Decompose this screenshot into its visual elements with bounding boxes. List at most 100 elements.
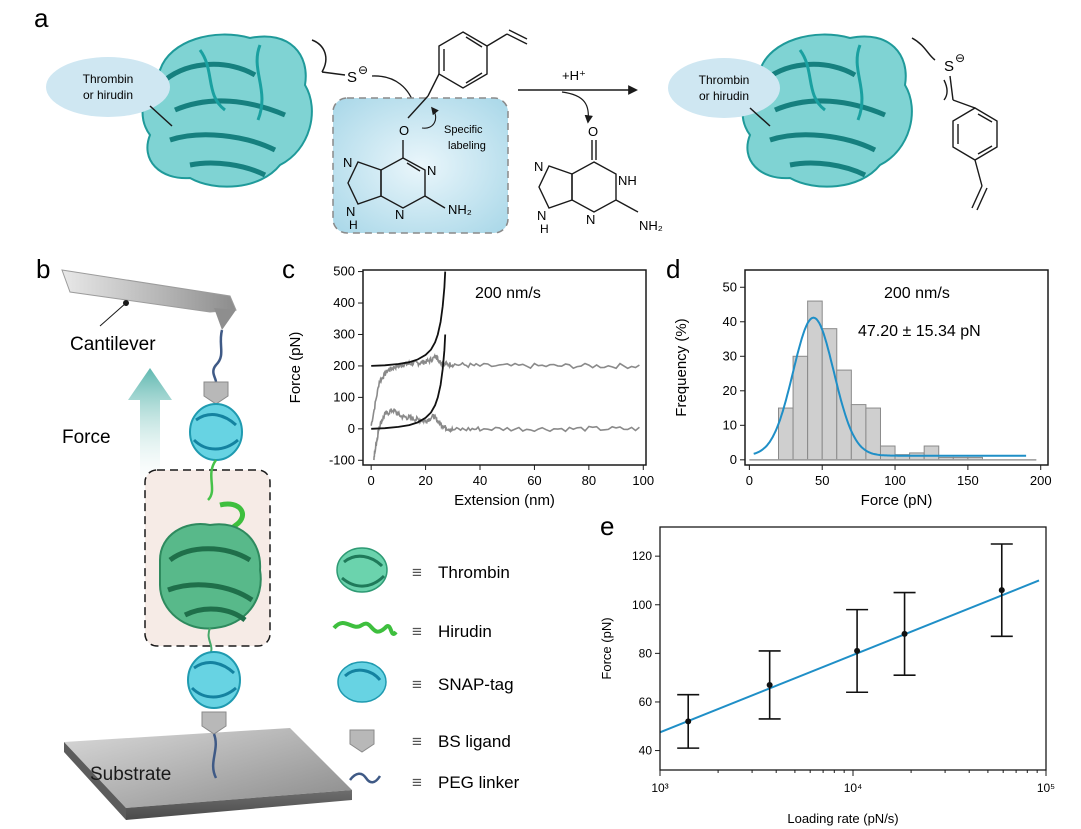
histogram-bar bbox=[821, 328, 838, 461]
guanine-n1-left: N bbox=[427, 163, 436, 178]
product-n3: N bbox=[586, 212, 595, 227]
substrate-box bbox=[332, 97, 509, 234]
plot-frame-c bbox=[362, 269, 647, 466]
y-tick-label-e: 80 bbox=[639, 646, 653, 660]
plot-frame-e bbox=[659, 526, 1047, 771]
speed-annotation-c: 200 nm/s bbox=[475, 285, 541, 302]
guanine-n3-left: N bbox=[395, 207, 404, 222]
vinylbenzyl-group bbox=[407, 29, 528, 119]
snap-tag-icon bbox=[337, 661, 387, 703]
peg-linker-icon bbox=[349, 772, 382, 784]
force-trace-retract_trace bbox=[370, 352, 640, 426]
panel-label-d: d bbox=[666, 254, 680, 284]
protein-structure-left bbox=[141, 33, 313, 188]
panel-e-loading-rate: e 10³ 10⁴ 10⁵ 40 60 80 100 120 Loading rate (pN/s… bbox=[599, 511, 1055, 826]
histogram-bar bbox=[850, 404, 867, 461]
product-h: H bbox=[540, 222, 549, 236]
amine-right: NH₂ bbox=[639, 218, 663, 233]
hirudin-icon bbox=[332, 621, 398, 636]
y-axis-label-c: Force (pN) bbox=[287, 332, 304, 404]
product-n9: N bbox=[537, 208, 546, 223]
legend-symbol: ≡ bbox=[412, 773, 422, 792]
guanine-n7-left: N bbox=[343, 155, 352, 170]
speed-annotation-d: 200 nm/s bbox=[884, 285, 950, 302]
ellipse-left bbox=[46, 57, 170, 117]
force-arrow bbox=[128, 368, 172, 495]
bs-ligand-icon bbox=[349, 729, 375, 753]
legend-symbol: ≡ bbox=[412, 563, 422, 582]
legend-symbol: ≡ bbox=[412, 732, 422, 751]
x-tick-label-c: 0 bbox=[368, 473, 375, 488]
product-nh: NH bbox=[618, 173, 637, 188]
ellipse-left-line1: Thrombin bbox=[83, 72, 134, 86]
x-axis-label-c: Extension (nm) bbox=[454, 492, 555, 509]
snap-tag-bottom bbox=[187, 651, 241, 709]
mean-force-annotation: 47.20 ± 15.34 pN bbox=[858, 323, 981, 340]
y-tick-label-c: 200 bbox=[333, 358, 355, 373]
panel-label-a: a bbox=[34, 3, 49, 33]
y-tick-label-c: 0 bbox=[348, 421, 355, 436]
x-tick-label-e: 10⁵ bbox=[1037, 781, 1055, 795]
bs-ligand-top bbox=[203, 381, 229, 405]
y-tick-label-d: 20 bbox=[723, 383, 737, 398]
thiolate-s: S bbox=[347, 69, 357, 86]
y-tick-label-d: 30 bbox=[723, 348, 737, 363]
guanine-n9-left: N bbox=[346, 204, 355, 219]
panel-label-c: c bbox=[282, 254, 295, 284]
x-tick-label-d: 150 bbox=[957, 473, 979, 488]
labeling-line1: Specific bbox=[444, 124, 483, 136]
thioether-charge: ⊖ bbox=[955, 51, 965, 65]
guanine-ring-left bbox=[347, 140, 446, 209]
x-tick-label-c: 40 bbox=[473, 473, 487, 488]
y-tick-label-c: 100 bbox=[333, 389, 355, 404]
y-tick-label-d: 10 bbox=[723, 417, 737, 432]
thioether-s: S bbox=[944, 58, 954, 75]
peg-linker-top bbox=[212, 329, 224, 383]
plot-frame-d bbox=[744, 269, 1049, 466]
product-n7: N bbox=[534, 159, 543, 174]
x-tick-label-c: 60 bbox=[527, 473, 541, 488]
wlc-fit-curve bbox=[371, 271, 447, 367]
keto-oxygen: O bbox=[588, 124, 598, 139]
force-label: Force bbox=[62, 427, 111, 448]
y-axis-label-d: Frequency (%) bbox=[673, 318, 690, 416]
panel-b: b Substrate Cantilever Force bbox=[36, 254, 352, 820]
cantilever-tip bbox=[214, 308, 236, 330]
y-tick-label-e: 60 bbox=[639, 695, 653, 709]
guanine-product bbox=[538, 140, 639, 213]
y-tick-label-c: -100 bbox=[329, 452, 355, 467]
y-tick-label-c: 300 bbox=[333, 326, 355, 341]
labeling-line2: labeling bbox=[448, 140, 486, 152]
y-axis-label-e: Force (pN) bbox=[599, 617, 614, 679]
snap-tag-top bbox=[189, 403, 243, 461]
thrombin-icon bbox=[336, 547, 388, 593]
legend-symbol: ≡ bbox=[412, 622, 422, 641]
ether-oxygen: O bbox=[399, 123, 409, 138]
wlc-fit-curve bbox=[371, 334, 447, 430]
peg-linker-bottom bbox=[211, 733, 218, 779]
y-tick-label-d: 50 bbox=[723, 279, 737, 294]
legend-label: Thrombin bbox=[438, 563, 510, 582]
histogram-bar bbox=[836, 369, 852, 461]
data-point bbox=[901, 630, 908, 637]
substrate-label: Substrate bbox=[90, 764, 171, 785]
x-axis-label-e: Loading rate (pN/s) bbox=[787, 811, 898, 826]
gaussian-fit-curve bbox=[753, 316, 1027, 457]
panel-label-b: b bbox=[36, 254, 50, 284]
guanine-h-left: H bbox=[349, 218, 358, 232]
cantilever-beam bbox=[61, 269, 237, 313]
histogram-bar bbox=[792, 355, 809, 461]
x-tick-label-e: 10⁴ bbox=[844, 781, 863, 795]
ellipse-right-line2: or hirudin bbox=[699, 89, 749, 103]
legend: ≡ Thrombin ≡ Hirudin ≡ SNAP-tag ≡ BS ligand ≡ PEG… bbox=[332, 547, 520, 792]
x-tick-label-d: 0 bbox=[746, 473, 753, 488]
y-tick-label-c: 400 bbox=[333, 295, 355, 310]
legend-label: Hirudin bbox=[438, 622, 492, 641]
panel-a: a Thrombin or hirudin S ⊖ bbox=[34, 3, 998, 236]
x-tick-label-c: 80 bbox=[582, 473, 596, 488]
histogram-bar bbox=[923, 445, 940, 461]
cantilever-label: Cantilever bbox=[70, 334, 156, 355]
y-tick-label-e: 100 bbox=[632, 598, 652, 612]
panel-d-histogram: d 0 50 100 150 200 0 10 20 30 40 50 Force (pN) Freque… bbox=[666, 254, 1052, 509]
